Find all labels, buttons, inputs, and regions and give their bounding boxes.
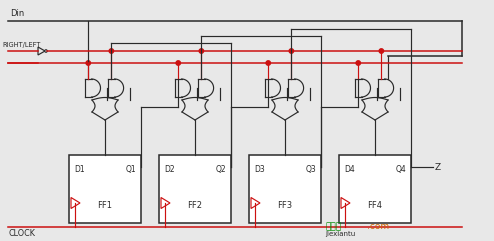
Text: FF1: FF1 (97, 201, 113, 210)
Text: D2: D2 (164, 165, 174, 174)
Text: D3: D3 (254, 165, 265, 174)
Bar (159, 155, 231, 223)
Text: Z: Z (435, 162, 441, 172)
Bar (69, 155, 141, 223)
Text: D1: D1 (74, 165, 84, 174)
Circle shape (356, 61, 361, 65)
Circle shape (199, 49, 204, 53)
Circle shape (86, 61, 90, 65)
Text: CLOCK: CLOCK (8, 229, 35, 238)
Circle shape (289, 49, 293, 53)
Circle shape (379, 49, 383, 53)
Text: FF3: FF3 (278, 201, 292, 210)
Text: FF4: FF4 (368, 201, 382, 210)
Text: 接线图: 接线图 (325, 222, 341, 231)
Circle shape (176, 61, 180, 65)
Text: RIGHT/LEFT: RIGHT/LEFT (2, 41, 41, 47)
Bar (339, 155, 411, 223)
Bar (249, 155, 321, 223)
Text: Q4: Q4 (395, 165, 406, 174)
Circle shape (266, 61, 270, 65)
Text: Din: Din (10, 9, 24, 18)
Text: FF2: FF2 (188, 201, 203, 210)
Text: Q1: Q1 (125, 165, 136, 174)
Circle shape (109, 49, 114, 53)
Text: D4: D4 (344, 165, 355, 174)
Text: jiexiantu: jiexiantu (325, 231, 355, 237)
Text: Q2: Q2 (215, 165, 226, 174)
Text: Q3: Q3 (305, 165, 316, 174)
Text: .com: .com (367, 222, 389, 231)
